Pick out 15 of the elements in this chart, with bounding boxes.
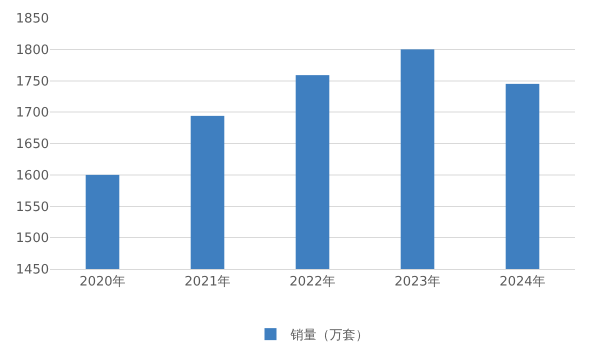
y-tick-label: 1450 xyxy=(16,262,49,278)
y-tick-label: 1850 xyxy=(16,12,49,27)
y-tick-label: 1600 xyxy=(16,168,49,184)
y-tick-label: 1750 xyxy=(16,74,49,90)
y-tick-label: 1800 xyxy=(16,42,49,58)
x-tick-label: 2023年 xyxy=(394,274,441,290)
x-tick-label: 2022年 xyxy=(289,274,336,290)
y-tick-label: 1700 xyxy=(16,106,49,121)
x-tick-label: 2020年 xyxy=(79,274,126,290)
legend-label: 销量（万套） xyxy=(290,328,368,344)
y-tick-label: 1650 xyxy=(16,137,49,152)
x-tick-label: 2024年 xyxy=(499,274,546,290)
y-tick-label: 1500 xyxy=(16,231,49,246)
x-tick-label: 2021年 xyxy=(184,274,231,290)
y-tick-label: 1550 xyxy=(16,200,49,215)
